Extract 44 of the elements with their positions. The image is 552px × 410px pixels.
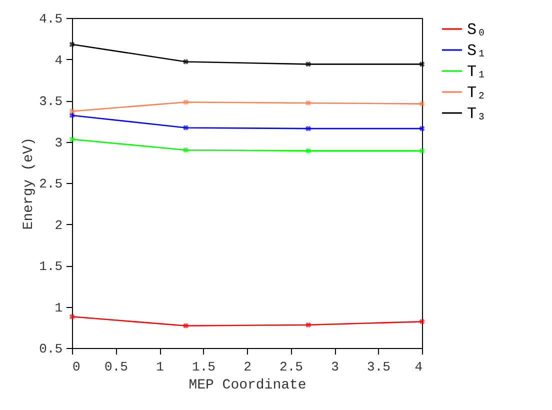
- y-tick-label: 1: [54, 300, 63, 316]
- point: [306, 61, 311, 67]
- x-tick-label: 1: [156, 360, 164, 374]
- point: [419, 61, 425, 67]
- y-tick-label: 0.5: [39, 342, 62, 356]
- point: [183, 125, 188, 130]
- legend-label: T₃: [467, 105, 486, 123]
- x-tick-label: 3: [331, 360, 339, 374]
- point: [419, 126, 425, 132]
- point: [306, 148, 311, 154]
- point: [419, 318, 425, 324]
- legend-label: T₁: [467, 63, 486, 81]
- legend-label: T₂: [467, 84, 486, 102]
- point: [306, 100, 311, 106]
- x-tick-label: 0.5: [104, 360, 128, 374]
- point: [419, 101, 425, 107]
- y-tick-label: 4: [54, 52, 63, 68]
- y-tick-label: 3: [54, 135, 62, 150]
- y-tick-label: 1.5: [39, 259, 62, 274]
- point: [69, 136, 75, 142]
- point: [183, 59, 188, 64]
- point: [306, 322, 311, 328]
- y-tick-label: 2.5: [39, 176, 62, 192]
- x-tick-label: 2: [244, 360, 252, 374]
- y-axis-title: Energy (eV): [21, 137, 38, 230]
- legend-label: S₁: [467, 42, 486, 60]
- point: [306, 126, 311, 132]
- x-tick-label: 1.5: [192, 360, 216, 374]
- point: [183, 323, 188, 328]
- point: [69, 108, 75, 114]
- point: [69, 314, 75, 320]
- y-tick-label: 3.5: [39, 94, 62, 109]
- x-tick-label: 3.5: [367, 360, 390, 374]
- x-tick-label: 0: [72, 360, 80, 374]
- x-tick-label: 2.5: [280, 360, 303, 374]
- y-tick-label: 2: [54, 218, 62, 233]
- point: [419, 148, 425, 154]
- point: [69, 42, 75, 48]
- x-axis-title: MEP Coordinate: [188, 378, 306, 394]
- point: [183, 147, 188, 153]
- x-tick-label: 4: [414, 360, 423, 374]
- point: [183, 99, 188, 105]
- y-tick-label: 4.5: [39, 12, 62, 26]
- legend-label: S₀: [467, 21, 486, 39]
